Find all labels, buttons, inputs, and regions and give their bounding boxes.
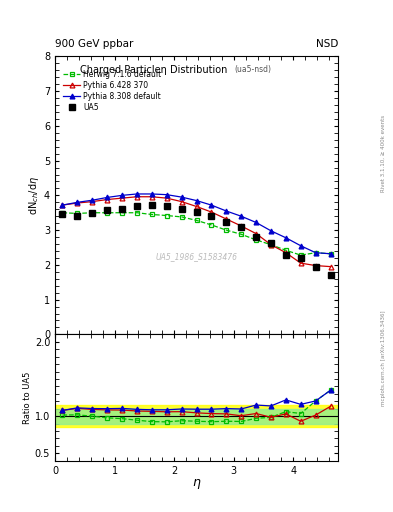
UA5 — [298, 255, 303, 261]
UA5 — [254, 234, 259, 240]
Herwig 7.1.6 default — [209, 222, 214, 228]
Herwig 7.1.6 default — [134, 210, 139, 216]
Line: Pythia 6.428 370: Pythia 6.428 370 — [60, 195, 333, 269]
Line: Herwig 7.1.6 default: Herwig 7.1.6 default — [60, 210, 333, 258]
Text: mcplots.cern.ch [arXiv:1306.3436]: mcplots.cern.ch [arXiv:1306.3436] — [381, 311, 386, 406]
Pythia 8.308 default — [90, 197, 95, 203]
Herwig 7.1.6 default — [90, 210, 95, 216]
Pythia 6.428 370 — [105, 197, 110, 203]
Pythia 8.308 default — [105, 195, 110, 201]
Herwig 7.1.6 default — [60, 210, 65, 216]
Pythia 8.308 default — [164, 191, 169, 198]
Pythia 8.308 default — [194, 198, 199, 204]
Line: Pythia 8.308 default: Pythia 8.308 default — [60, 191, 333, 256]
Pythia 6.428 370 — [164, 195, 169, 201]
Pythia 6.428 370 — [179, 199, 184, 205]
Pythia 6.428 370 — [224, 216, 229, 222]
Pythia 6.428 370 — [149, 194, 154, 200]
Pythia 8.308 default — [298, 243, 303, 249]
Legend: Herwig 7.1.6 default, Pythia 6.428 370, Pythia 8.308 default, UA5: Herwig 7.1.6 default, Pythia 6.428 370, … — [62, 69, 163, 113]
Text: Rivet 3.1.10, ≥ 400k events: Rivet 3.1.10, ≥ 400k events — [381, 115, 386, 192]
Line: UA5: UA5 — [59, 202, 334, 278]
Pythia 8.308 default — [60, 202, 65, 208]
UA5 — [105, 207, 110, 213]
Text: NSD: NSD — [316, 38, 338, 49]
UA5 — [328, 271, 333, 278]
Pythia 8.308 default — [268, 228, 273, 234]
Pythia 6.428 370 — [90, 199, 95, 205]
Pythia 6.428 370 — [313, 263, 318, 269]
Pythia 6.428 370 — [283, 250, 288, 256]
Pythia 8.308 default — [75, 199, 80, 205]
Y-axis label: dN$_{ch}$/d$\eta$: dN$_{ch}$/d$\eta$ — [27, 176, 41, 215]
Pythia 6.428 370 — [239, 223, 244, 229]
Y-axis label: Ratio to UA5: Ratio to UA5 — [23, 371, 32, 424]
Pythia 8.308 default — [179, 194, 184, 200]
Text: Charged Particleη Distribution: Charged Particleη Distribution — [81, 65, 228, 75]
Pythia 6.428 370 — [194, 203, 199, 209]
Herwig 7.1.6 default — [149, 211, 154, 218]
Pythia 8.308 default — [149, 191, 154, 197]
Pythia 8.308 default — [224, 208, 229, 214]
UA5 — [179, 206, 184, 212]
Herwig 7.1.6 default — [224, 227, 229, 233]
Text: UA5_1986_S1583476: UA5_1986_S1583476 — [156, 252, 237, 261]
Herwig 7.1.6 default — [313, 250, 318, 256]
UA5 — [120, 205, 125, 211]
Pythia 6.428 370 — [298, 260, 303, 266]
Pythia 6.428 370 — [120, 195, 125, 201]
Herwig 7.1.6 default — [328, 251, 333, 257]
UA5 — [90, 210, 95, 216]
Herwig 7.1.6 default — [239, 231, 244, 238]
Pythia 6.428 370 — [268, 242, 273, 248]
UA5 — [164, 203, 169, 209]
UA5 — [75, 212, 80, 219]
Herwig 7.1.6 default — [194, 217, 199, 223]
Pythia 8.308 default — [239, 213, 244, 219]
UA5 — [224, 220, 229, 226]
UA5 — [313, 264, 318, 270]
Pythia 6.428 370 — [134, 194, 139, 200]
UA5 — [209, 213, 214, 219]
UA5 — [268, 240, 273, 246]
Herwig 7.1.6 default — [283, 247, 288, 253]
Pythia 8.308 default — [134, 191, 139, 197]
UA5 — [149, 202, 154, 208]
Pythia 8.308 default — [209, 202, 214, 208]
Pythia 8.308 default — [313, 250, 318, 256]
UA5 — [194, 209, 199, 215]
Herwig 7.1.6 default — [120, 210, 125, 216]
Text: 900 GeV ppbar: 900 GeV ppbar — [55, 38, 133, 49]
UA5 — [134, 203, 139, 209]
X-axis label: $\eta$: $\eta$ — [192, 477, 201, 491]
Pythia 6.428 370 — [75, 200, 80, 206]
Herwig 7.1.6 default — [254, 237, 259, 243]
Text: (ua5-nsd): (ua5-nsd) — [235, 65, 272, 74]
Pythia 8.308 default — [120, 193, 125, 199]
Pythia 8.308 default — [328, 251, 333, 257]
Herwig 7.1.6 default — [105, 210, 110, 216]
Herwig 7.1.6 default — [298, 252, 303, 258]
Pythia 6.428 370 — [60, 202, 65, 208]
UA5 — [60, 211, 65, 218]
Pythia 6.428 370 — [209, 209, 214, 215]
Herwig 7.1.6 default — [179, 214, 184, 220]
Herwig 7.1.6 default — [268, 242, 273, 248]
Pythia 8.308 default — [283, 234, 288, 241]
Pythia 6.428 370 — [328, 264, 333, 270]
Herwig 7.1.6 default — [75, 210, 80, 217]
Herwig 7.1.6 default — [164, 212, 169, 219]
UA5 — [239, 224, 244, 230]
Pythia 6.428 370 — [254, 230, 259, 237]
Pythia 8.308 default — [254, 220, 259, 226]
UA5 — [283, 252, 288, 258]
